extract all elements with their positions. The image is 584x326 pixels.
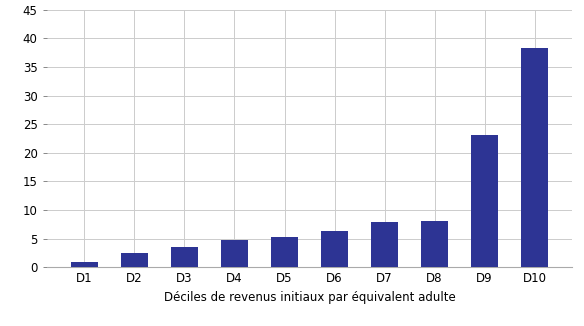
Bar [121,253,148,267]
Bar [71,261,98,267]
Bar [321,231,348,267]
Bar [521,48,548,267]
Bar [471,135,498,267]
Bar [421,221,449,267]
Bar [371,222,398,267]
Bar [221,240,248,267]
Bar [271,237,298,267]
Bar [171,247,198,267]
X-axis label: Déciles de revenus initiaux par équivalent adulte: Déciles de revenus initiaux par équivale… [164,291,456,304]
